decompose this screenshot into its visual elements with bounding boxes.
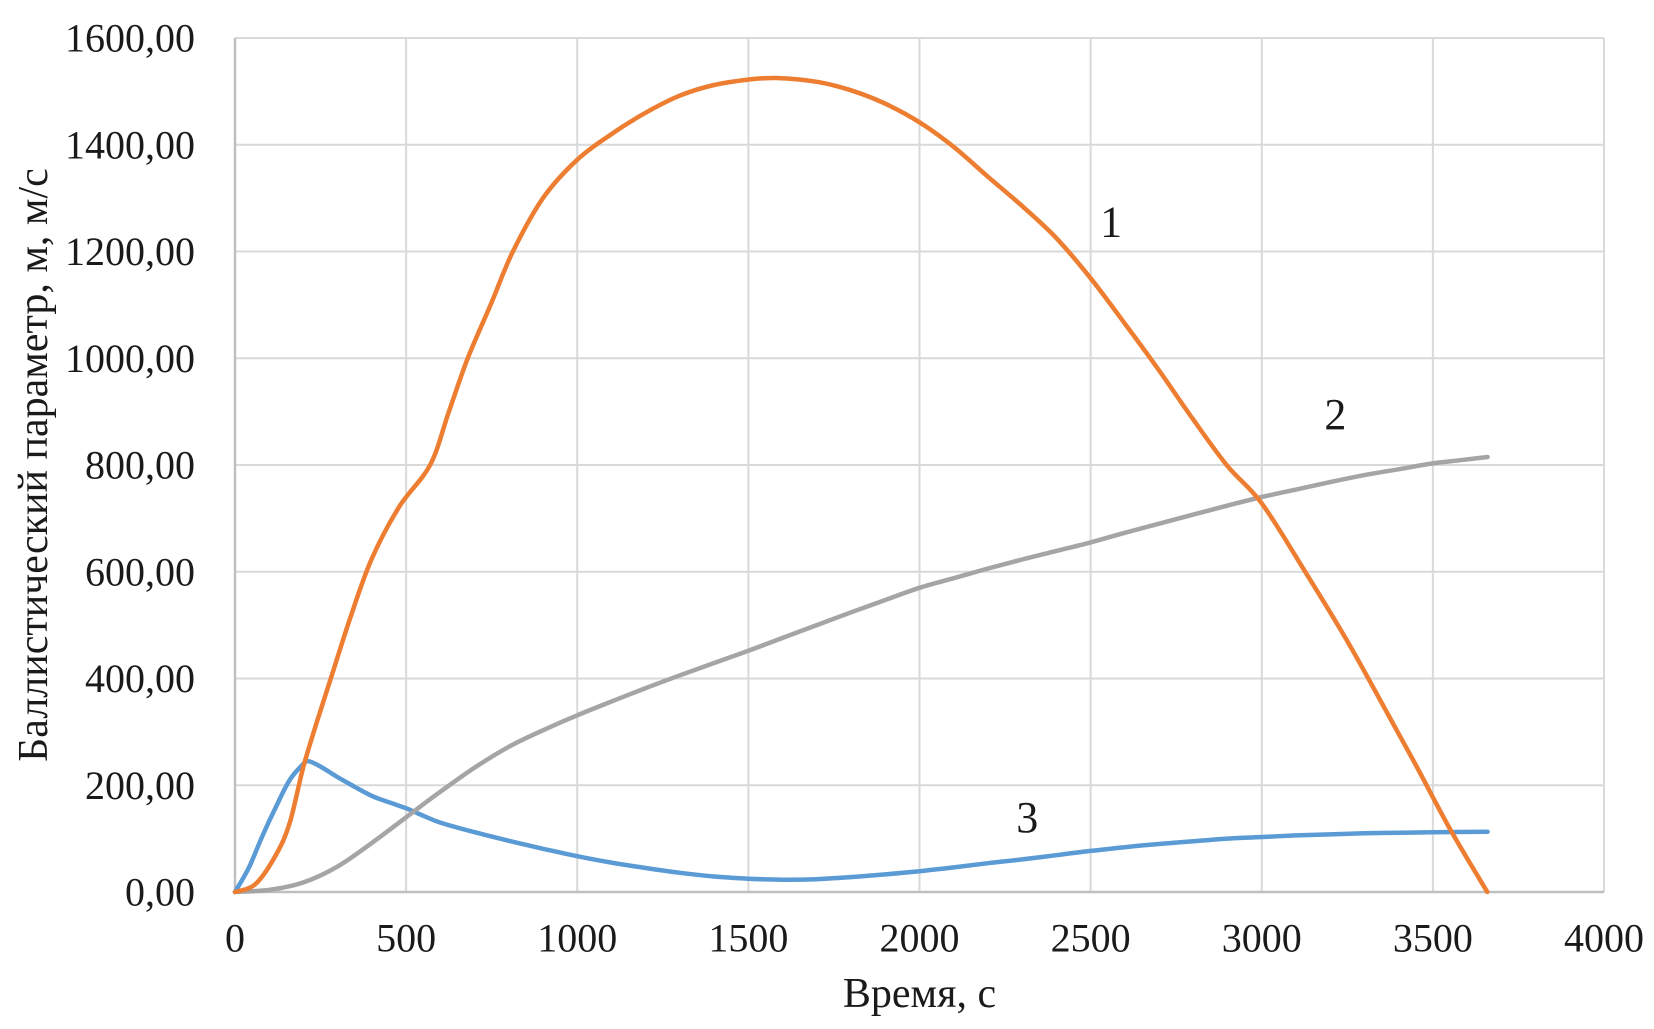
y-tick-label: 1600,00 xyxy=(65,16,195,61)
series-1-label: 1 xyxy=(1100,198,1122,247)
x-tick-label: 3500 xyxy=(1393,916,1473,961)
x-tick-label: 500 xyxy=(376,916,436,961)
y-tick-label: 200,00 xyxy=(85,763,195,808)
y-tick-label: 1400,00 xyxy=(65,122,195,167)
y-tick-label: 0,00 xyxy=(125,870,195,915)
series-2-line xyxy=(232,454,1490,895)
y-axis-title: Баллистический параметр, м, м/с xyxy=(11,168,57,762)
y-tick-label: 600,00 xyxy=(85,549,195,594)
series-1-line xyxy=(232,75,1490,895)
x-tick-label: 1500 xyxy=(708,916,788,961)
x-axis-title: Время, с xyxy=(842,971,997,1017)
x-tick-label: 3000 xyxy=(1222,916,1302,961)
y-tick-label: 400,00 xyxy=(85,656,195,701)
series-3-line xyxy=(232,758,1490,895)
x-tick-label: 2500 xyxy=(1051,916,1131,961)
y-tick-label: 1200,00 xyxy=(65,229,195,274)
y-tick-label: 1000,00 xyxy=(65,336,195,381)
x-tick-label: 1000 xyxy=(537,916,617,961)
series-3-label: 3 xyxy=(1016,793,1038,842)
x-tick-label: 0 xyxy=(225,916,245,961)
x-tick-label: 4000 xyxy=(1564,916,1644,961)
x-tick-label: 2000 xyxy=(880,916,960,961)
y-tick-label: 800,00 xyxy=(85,443,195,488)
series-2-label: 2 xyxy=(1324,390,1346,439)
